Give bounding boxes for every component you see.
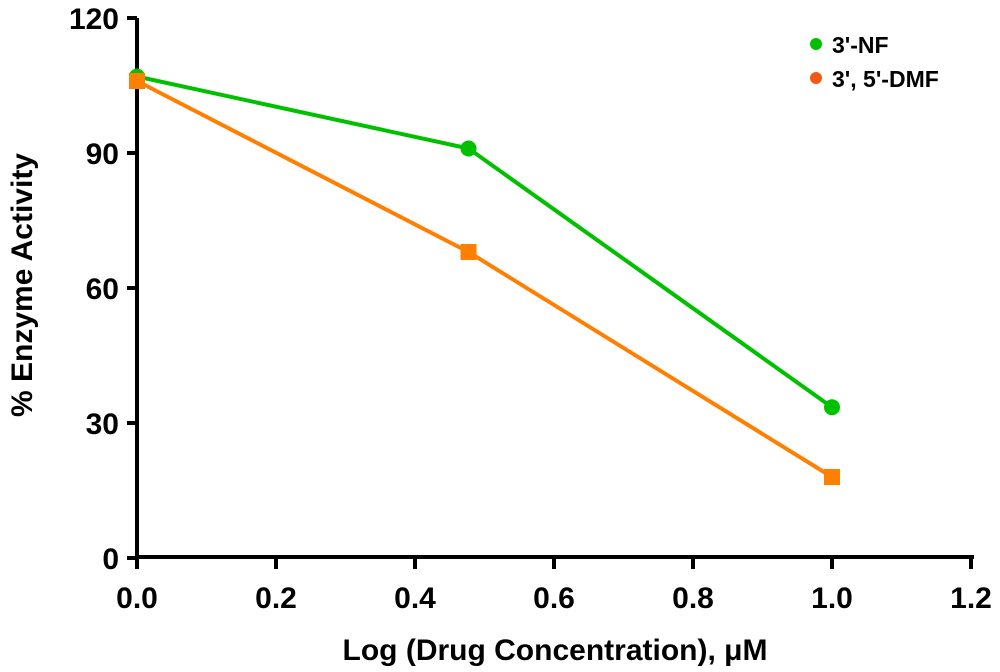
series xyxy=(129,68,840,485)
x-tick-label: 1.0 xyxy=(811,582,853,615)
legend: 3'-NF 3', 5'-DMF xyxy=(810,32,939,92)
legend-label-3nf: 3'-NF xyxy=(832,32,889,58)
data-point-1 xyxy=(824,469,840,485)
data-point-1 xyxy=(129,73,145,89)
data-point-0 xyxy=(824,399,840,416)
x-tick-label: 0.2 xyxy=(255,582,297,615)
x-axis-title: Log (Drug Concentration), μM xyxy=(343,634,768,667)
y-tick-label: 90 xyxy=(86,138,119,171)
axes xyxy=(135,18,974,559)
y-axis-title: % Enzyme Activity xyxy=(6,153,39,417)
data-point-1 xyxy=(460,244,477,260)
x-tick-label: 0.4 xyxy=(394,582,436,615)
legend-label-35dmf: 3', 5'-DMF xyxy=(832,66,939,92)
y-tick-label: 30 xyxy=(86,408,119,441)
data-point-0 xyxy=(460,140,477,157)
x-tick-label: 0.6 xyxy=(533,582,575,615)
x-ticks: 0.0 0.2 0.4 0.6 0.8 1.0 1.2 xyxy=(116,557,992,615)
series-line-1 xyxy=(136,79,834,479)
y-tick-label: 120 xyxy=(69,3,119,36)
series-line-0 xyxy=(136,74,834,409)
legend-marker-35dmf xyxy=(810,72,822,84)
y-tick-label: 0 xyxy=(102,543,119,576)
y-ticks: 0 30 60 90 120 xyxy=(69,3,137,576)
x-tick-label: 0.8 xyxy=(672,582,714,615)
x-tick-label: 0.0 xyxy=(116,582,158,615)
y-tick-label: 60 xyxy=(86,273,119,306)
legend-marker-3nf xyxy=(810,38,822,50)
x-tick-label: 1.2 xyxy=(950,582,992,615)
